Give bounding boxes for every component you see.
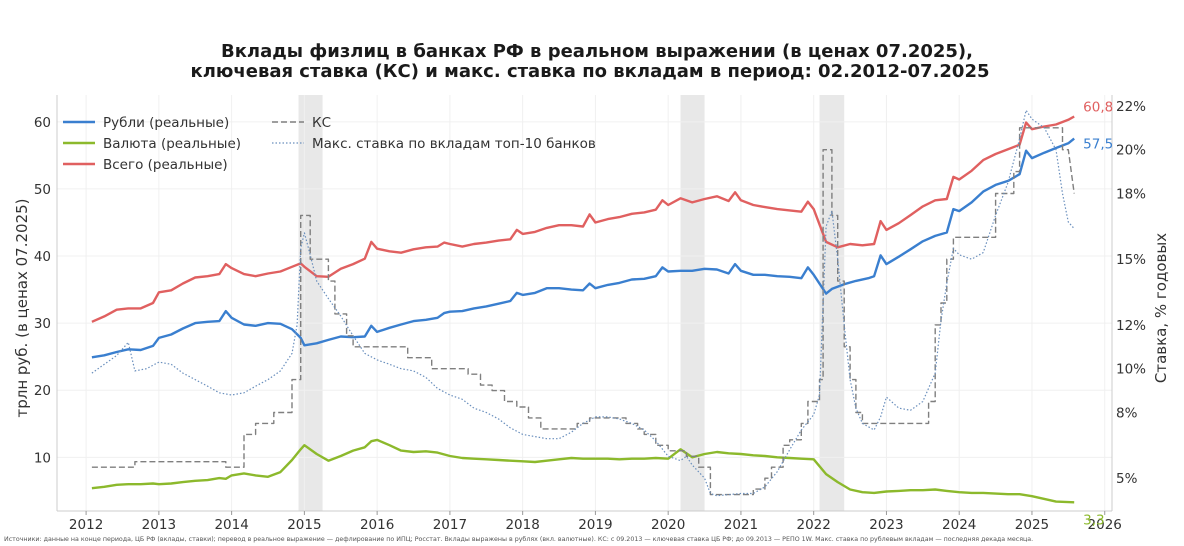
y-left-tick-label-60: 60 bbox=[34, 115, 51, 131]
end-label-1: 57,5 bbox=[1083, 137, 1113, 153]
legend-label-key-rate: КС bbox=[312, 115, 331, 131]
y-left-tick-label-40: 40 bbox=[34, 249, 51, 265]
x-tick-label-2022: 2022 bbox=[797, 517, 831, 533]
y-left-tick-label-10: 10 bbox=[34, 450, 51, 466]
chart-title-line-2: ключевая ставка (КС) и макс. ставка по в… bbox=[190, 61, 989, 82]
x-tick-label-2012: 2012 bbox=[69, 517, 103, 533]
end-label-2: 3,3 bbox=[1083, 512, 1104, 528]
y-left-tick-label-30: 30 bbox=[34, 316, 51, 332]
shaded-period-1 bbox=[680, 95, 705, 511]
x-tick-label-2017: 2017 bbox=[433, 517, 467, 533]
y-right-tick-label-5%: 5% bbox=[1116, 471, 1138, 487]
y-right-tick-label-22%: 22% bbox=[1116, 99, 1146, 115]
end-label-0: 60,8 bbox=[1083, 99, 1113, 115]
x-axis-ticks: 2012 2013 2014 2015 2016 2017 2018 2019 2020 2021… bbox=[69, 511, 1122, 533]
source-note: Источники: данные на конце периода, ЦБ Р… bbox=[4, 535, 1033, 543]
series-lines bbox=[91, 109, 1075, 504]
y-right-axis-ticks: 5% 8% 10% 12% 15% 18% 20% 22% bbox=[1116, 99, 1146, 487]
x-tick-label-2019: 2019 bbox=[578, 517, 612, 533]
x-tick-label-2020: 2020 bbox=[651, 517, 685, 533]
y-right-axis-label: Ставка, % годовых bbox=[1152, 233, 1170, 383]
legend-label-currency: Валюта (реальные) bbox=[103, 136, 241, 152]
y-right-tick-label-10%: 10% bbox=[1116, 362, 1146, 378]
legend-label-rubles: Рубли (реальные) bbox=[103, 115, 229, 131]
x-tick-label-2025: 2025 bbox=[1015, 517, 1049, 533]
legend: Рубли (реальные) Валюта (реальные) Всего… bbox=[63, 115, 596, 173]
shaded-period-0 bbox=[298, 95, 323, 511]
x-tick-label-2026: 2026 bbox=[1088, 517, 1122, 533]
end-value-labels: 60,8 57,5 3,3 bbox=[1083, 99, 1113, 528]
legend-label-total: Всего (реальные) bbox=[103, 157, 228, 173]
y-right-tick-label-15%: 15% bbox=[1116, 252, 1146, 268]
x-tick-label-2015: 2015 bbox=[287, 517, 321, 533]
shaded-periods bbox=[298, 95, 845, 511]
x-tick-label-2018: 2018 bbox=[505, 517, 539, 533]
y-right-tick-label-20%: 20% bbox=[1116, 143, 1146, 159]
x-tick-label-2021: 2021 bbox=[724, 517, 758, 533]
y-right-tick-label-18%: 18% bbox=[1116, 187, 1146, 203]
series-line-0 bbox=[91, 137, 1075, 359]
series-line-4 bbox=[91, 109, 1075, 497]
y-left-tick-label-20: 20 bbox=[34, 383, 51, 399]
y-left-tick-label-50: 50 bbox=[34, 182, 51, 198]
x-tick-label-2014: 2014 bbox=[214, 517, 248, 533]
x-tick-label-2023: 2023 bbox=[869, 517, 903, 533]
series-line-2 bbox=[91, 115, 1075, 323]
grid-lines bbox=[57, 95, 1112, 511]
chart-title-line-1: Вклады физлиц в банках РФ в реальном выр… bbox=[221, 41, 973, 62]
y-left-axis-ticks: 10 20 30 40 50 60 bbox=[34, 115, 51, 466]
y-right-tick-label-12%: 12% bbox=[1116, 318, 1146, 334]
series-line-1 bbox=[91, 438, 1075, 504]
series-line-3 bbox=[91, 127, 1075, 496]
y-left-axis-label: трлн руб. (в ценах 07.2025) bbox=[13, 198, 31, 417]
x-tick-label-2016: 2016 bbox=[360, 517, 394, 533]
y-right-tick-label-8%: 8% bbox=[1116, 405, 1138, 421]
x-tick-label-2013: 2013 bbox=[142, 517, 176, 533]
legend-label-max-deposit-rate: Макс. ставка по вкладам топ-10 банков bbox=[312, 136, 596, 152]
x-tick-label-2024: 2024 bbox=[942, 517, 976, 533]
